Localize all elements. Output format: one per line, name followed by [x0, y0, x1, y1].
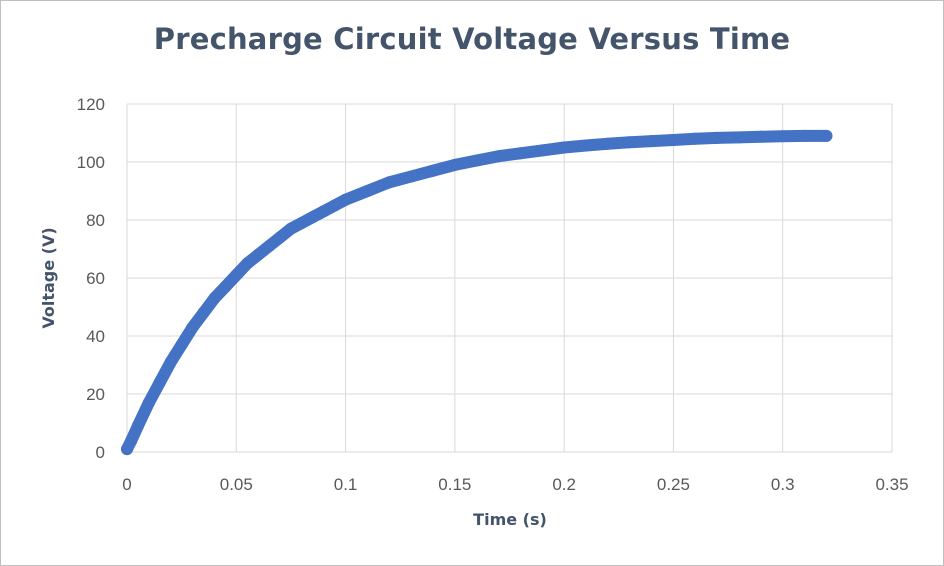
data-point — [514, 147, 527, 160]
y-tick-label: 120 — [77, 95, 105, 114]
data-point — [536, 144, 549, 157]
data-point — [241, 257, 254, 270]
data-point — [470, 154, 483, 167]
x-tick-label: 0.25 — [657, 475, 690, 494]
x-tick-label: 0.05 — [220, 475, 253, 494]
data-point — [689, 132, 702, 145]
data-point — [186, 321, 199, 334]
data-point — [623, 136, 636, 149]
data-point — [339, 193, 352, 206]
data-point — [558, 141, 571, 154]
y-tick-label: 0 — [96, 443, 105, 462]
data-point — [754, 130, 767, 143]
x-tick-label: 0.2 — [552, 475, 576, 494]
x-tick-label: 0.3 — [771, 475, 795, 494]
data-point — [798, 129, 811, 142]
data-point — [645, 135, 658, 148]
x-tick-label: 0.1 — [334, 475, 358, 494]
tick-labels: 0 0.05 0.1 0.15 0.2 0.25 0.3 0.35 0 20 40 60 80 100 12… — [77, 95, 909, 494]
chart-title: Precharge Circuit Voltage Versus Time — [153, 22, 791, 56]
data-point — [197, 306, 210, 319]
data-point — [667, 133, 680, 146]
data-point — [131, 419, 144, 432]
data-point — [263, 240, 276, 253]
y-tick-label: 80 — [86, 211, 105, 230]
data-point — [711, 131, 724, 144]
y-tick-label: 40 — [86, 327, 105, 346]
data-point — [306, 211, 319, 224]
x-tick-label: 0.15 — [438, 475, 471, 494]
data-point — [427, 164, 439, 177]
data-point — [317, 205, 330, 218]
y-tick-label: 100 — [77, 153, 105, 172]
data-point — [208, 292, 221, 305]
x-tick-label: 0.35 — [875, 475, 908, 494]
data-point — [776, 130, 789, 143]
data-point — [295, 216, 308, 229]
data-point — [219, 280, 232, 293]
data-point — [820, 129, 833, 142]
series-line — [121, 129, 833, 456]
x-axis-label: Time (s) — [473, 510, 547, 529]
data-point — [230, 269, 243, 282]
data-point — [175, 338, 188, 351]
data-point — [580, 139, 592, 152]
data-point — [125, 434, 138, 447]
data-point — [601, 137, 614, 150]
data-point — [164, 356, 177, 369]
y-tick-label: 60 — [86, 269, 105, 288]
y-tick-label: 20 — [86, 385, 105, 404]
y-axis-label: Voltage (V) — [39, 227, 58, 328]
data-point — [252, 248, 265, 261]
data-point — [492, 150, 505, 163]
data-point — [153, 376, 166, 389]
data-point — [448, 158, 461, 171]
data-point — [383, 176, 396, 189]
data-point — [733, 131, 745, 144]
data-point — [142, 396, 155, 409]
data-point — [328, 199, 341, 212]
gridlines — [126, 103, 893, 453]
data-point — [274, 231, 286, 244]
data-point — [361, 185, 374, 197]
x-tick-label: 0 — [122, 475, 131, 494]
series-points — [121, 129, 833, 456]
data-point — [284, 222, 297, 235]
data-point — [405, 170, 418, 183]
